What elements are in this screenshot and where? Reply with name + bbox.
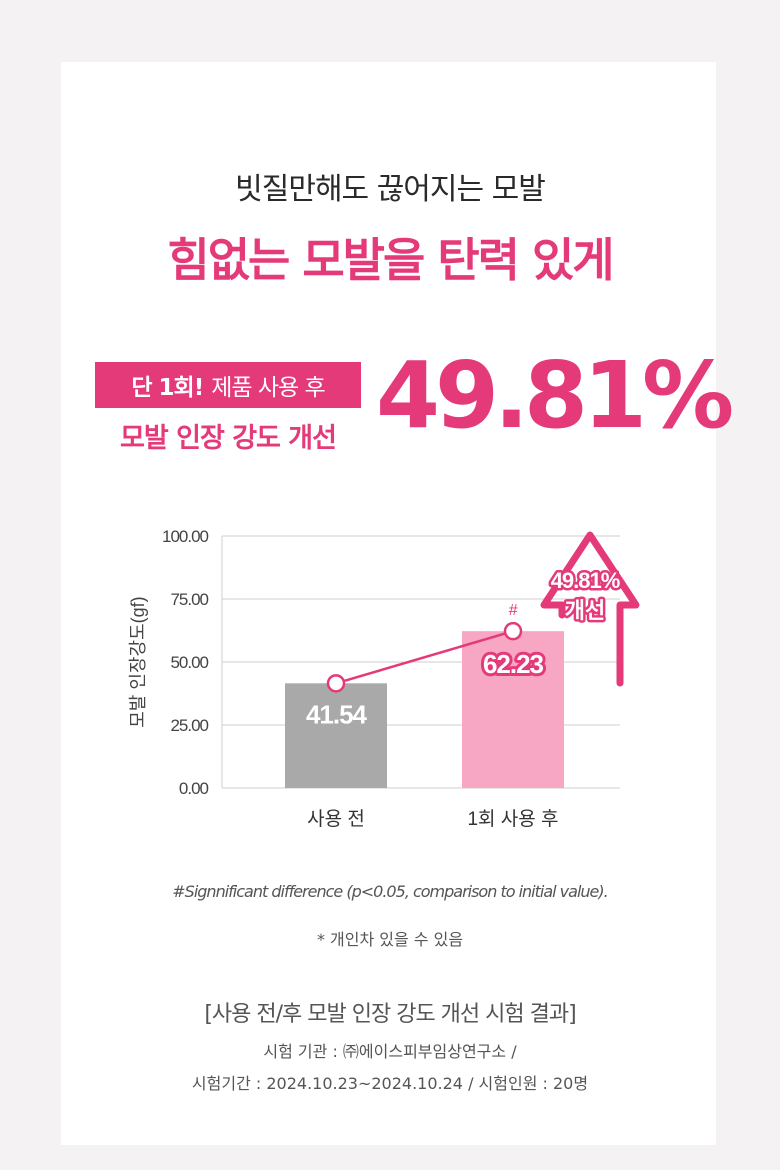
claim-badge: 단 1회! 제품 사용 후 bbox=[95, 362, 361, 408]
y-tick-label: 25.00 bbox=[170, 716, 208, 735]
data-point bbox=[326, 674, 346, 693]
y-tick-label: 100.00 bbox=[162, 527, 209, 546]
arrow-label-percent: 49.81% bbox=[551, 568, 620, 593]
x-tick-label: 사용 전 bbox=[307, 808, 365, 830]
data-point bbox=[503, 621, 523, 641]
arrow-label-text: 개선 bbox=[565, 598, 605, 623]
y-axis-label: 모발 인장강도(gf) bbox=[128, 596, 148, 727]
data-label: 41.54 bbox=[306, 699, 368, 729]
significance-note: #Signnificant difference (p<0.05, compar… bbox=[172, 882, 608, 901]
trend-line bbox=[335, 629, 514, 685]
arrow-up-icon bbox=[540, 531, 640, 687]
claim-badge-rest: 제품 사용 후 bbox=[211, 375, 325, 401]
data-label: 62.23 bbox=[483, 649, 544, 679]
footer-title: [사용 전/후 모발 인장 강도 개선 시험 결과] bbox=[204, 1002, 576, 1027]
footer-period: 시험기간 : 2024.10.23~2024.10.24 / 시험인원 : 20… bbox=[191, 1074, 589, 1093]
claim-line2: 모발 인장 강도 개선 bbox=[120, 423, 337, 454]
headline: 힘없는 모발을 탄력 있게 bbox=[167, 233, 614, 287]
significance-marker: # bbox=[509, 602, 519, 619]
x-tick-label: 1회 사용 후 bbox=[467, 808, 558, 830]
y-tick-label: 50.00 bbox=[170, 653, 208, 672]
claim-percent: 49.81% bbox=[376, 342, 734, 449]
footer-agency: 시험 기관 : ㈜에이스피부임상연구소 / bbox=[263, 1042, 517, 1061]
bar bbox=[285, 683, 387, 788]
content-card bbox=[61, 62, 716, 1145]
y-tick-label: 75.00 bbox=[170, 590, 208, 609]
subtitle: 빗질만해도 끊어지는 모발 bbox=[235, 172, 546, 207]
bar-chart: 0.00 25.00 50.00 75.00 100.00 모발 인장강도(gf) 사용 … bbox=[128, 527, 640, 830]
bar bbox=[462, 631, 564, 788]
individual-note: * 개인차 있을 수 있음 bbox=[316, 930, 464, 949]
y-tick-label: 0.00 bbox=[179, 779, 209, 798]
claim-badge-bold: 단 1회! bbox=[131, 375, 204, 401]
